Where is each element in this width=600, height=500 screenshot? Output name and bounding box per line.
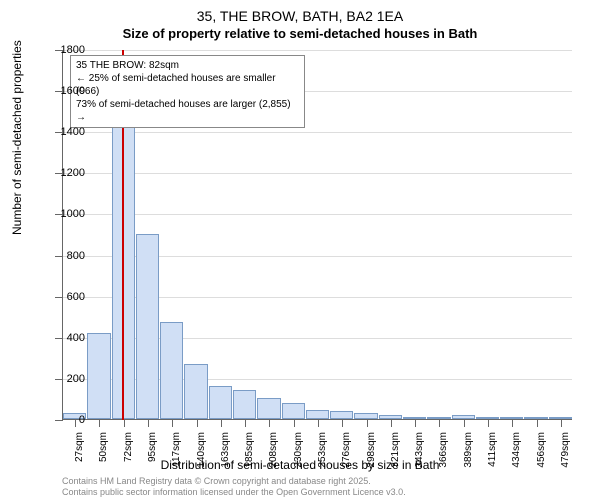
- grid-line: [63, 132, 572, 133]
- chart-title-sub: Size of property relative to semi-detach…: [0, 24, 600, 41]
- histogram-bar: [233, 390, 256, 419]
- x-tick: [172, 419, 173, 427]
- footer-attribution: Contains HM Land Registry data © Crown c…: [62, 476, 406, 498]
- x-tick-label: 72sqm: [123, 432, 134, 477]
- x-tick: [124, 419, 125, 427]
- x-tick: [512, 419, 513, 427]
- x-tick-label: 276sqm: [341, 432, 352, 477]
- histogram-bar: [209, 386, 232, 419]
- x-tick-label: 389sqm: [463, 432, 474, 477]
- x-tick: [439, 419, 440, 427]
- x-tick: [245, 419, 246, 427]
- x-tick-label: 185sqm: [244, 432, 255, 477]
- x-tick-label: 140sqm: [196, 432, 207, 477]
- x-tick-label: 321sqm: [390, 432, 401, 477]
- x-tick-label: 366sqm: [438, 432, 449, 477]
- histogram-bar: [184, 364, 207, 420]
- chart-container: 35, THE BROW, BATH, BA2 1EA Size of prop…: [0, 0, 600, 500]
- x-tick: [415, 419, 416, 427]
- x-tick: [269, 419, 270, 427]
- x-tick-label: 456sqm: [536, 432, 547, 477]
- y-tick-label: 1200: [45, 167, 85, 179]
- x-tick: [294, 419, 295, 427]
- histogram-bar: [282, 403, 305, 419]
- x-tick: [367, 419, 368, 427]
- footer-line-1: Contains HM Land Registry data © Crown c…: [62, 476, 406, 487]
- y-tick-label: 1600: [45, 85, 85, 97]
- x-tick-label: 434sqm: [511, 432, 522, 477]
- histogram-bar: [306, 410, 329, 419]
- x-tick: [148, 419, 149, 427]
- x-tick-label: 343sqm: [414, 432, 425, 477]
- x-tick-label: 95sqm: [147, 432, 158, 477]
- x-tick: [318, 419, 319, 427]
- histogram-bar: [136, 234, 159, 419]
- x-tick: [99, 419, 100, 427]
- x-tick-label: 27sqm: [74, 432, 85, 477]
- annotation-line-3: 73% of semi-detached houses are larger (…: [76, 98, 299, 124]
- x-tick-label: 411sqm: [487, 432, 498, 477]
- x-tick: [537, 419, 538, 427]
- grid-line: [63, 173, 572, 174]
- x-tick: [197, 419, 198, 427]
- y-tick-label: 1000: [45, 208, 85, 220]
- x-tick: [561, 419, 562, 427]
- x-tick-label: 117sqm: [171, 432, 182, 477]
- annotation-line-2: ← 25% of semi-detached houses are smalle…: [76, 72, 299, 98]
- y-tick-label: 1400: [45, 126, 85, 138]
- y-tick-label: 600: [45, 291, 85, 303]
- x-tick: [464, 419, 465, 427]
- chart-title-main: 35, THE BROW, BATH, BA2 1EA: [0, 0, 600, 24]
- x-tick: [391, 419, 392, 427]
- histogram-bar: [330, 411, 353, 419]
- y-tick-label: 0: [45, 414, 85, 426]
- histogram-bar: [87, 333, 110, 419]
- annotation-line-1: 35 THE BROW: 82sqm: [76, 59, 299, 72]
- x-tick-label: 230sqm: [293, 432, 304, 477]
- y-axis-label: Number of semi-detached properties: [10, 40, 24, 235]
- y-tick-label: 800: [45, 250, 85, 262]
- grid-line: [63, 50, 572, 51]
- annotation-box: 35 THE BROW: 82sqm ← 25% of semi-detache…: [70, 55, 305, 128]
- histogram-bar: [257, 398, 280, 419]
- x-tick-label: 479sqm: [560, 432, 571, 477]
- histogram-bar: [160, 322, 183, 419]
- x-tick-label: 163sqm: [220, 432, 231, 477]
- x-tick-label: 50sqm: [98, 432, 109, 477]
- x-tick: [342, 419, 343, 427]
- y-tick-label: 200: [45, 373, 85, 385]
- y-tick-label: 400: [45, 332, 85, 344]
- x-tick: [221, 419, 222, 427]
- footer-line-2: Contains public sector information licen…: [62, 487, 406, 498]
- x-tick-label: 298sqm: [366, 432, 377, 477]
- y-tick-label: 1800: [45, 44, 85, 56]
- x-tick: [488, 419, 489, 427]
- x-tick-label: 253sqm: [317, 432, 328, 477]
- x-tick-label: 208sqm: [268, 432, 279, 477]
- grid-line: [63, 214, 572, 215]
